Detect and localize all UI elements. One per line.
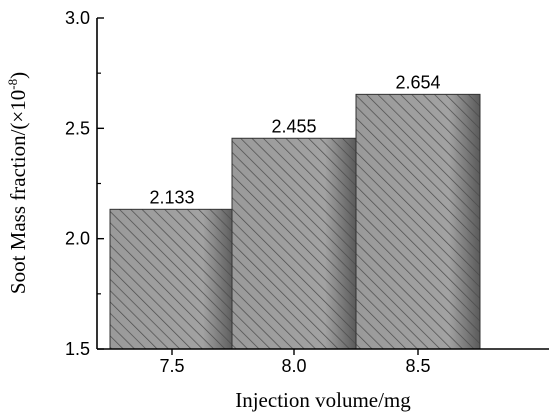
- bar-hatch: [355, 93, 481, 350]
- bar-hatch: [109, 208, 235, 350]
- y-tick-label: 1.5: [65, 339, 90, 359]
- x-tick-label: 8.0: [281, 356, 306, 376]
- y-tick-label: 2.5: [65, 118, 90, 138]
- y-axis-title-main: Soot Mass fraction/(×10: [6, 90, 30, 294]
- x-tick-label: 7.5: [159, 356, 184, 376]
- x-axis-title: Injection volume/mg: [235, 388, 411, 412]
- data-label-8.5: 2.654: [395, 72, 440, 92]
- x-ticks-group: 7.5 8.0 8.5: [159, 349, 431, 376]
- bar-8.5: [355, 93, 481, 350]
- bars-group: [109, 93, 481, 350]
- bar-8.0: [231, 137, 357, 350]
- x-tick-label: 8.5: [405, 356, 430, 376]
- bar-7.5: [109, 208, 235, 350]
- y-tick-label: 2.0: [65, 229, 90, 249]
- y-axis-title-exponent: -8: [5, 79, 20, 90]
- data-label-7.5: 2.133: [149, 187, 194, 207]
- y-axis-title: Soot Mass fraction/(×10-8): [5, 72, 30, 294]
- data-labels-group: 2.133 2.455 2.654: [149, 72, 440, 207]
- y-ticks-group: 1.5 2.0 2.5 3.0: [65, 8, 104, 359]
- data-label-8.0: 2.455: [271, 116, 316, 136]
- y-axis-title-close: ): [6, 72, 30, 79]
- bar-hatch: [231, 137, 357, 350]
- y-tick-label: 3.0: [65, 8, 90, 28]
